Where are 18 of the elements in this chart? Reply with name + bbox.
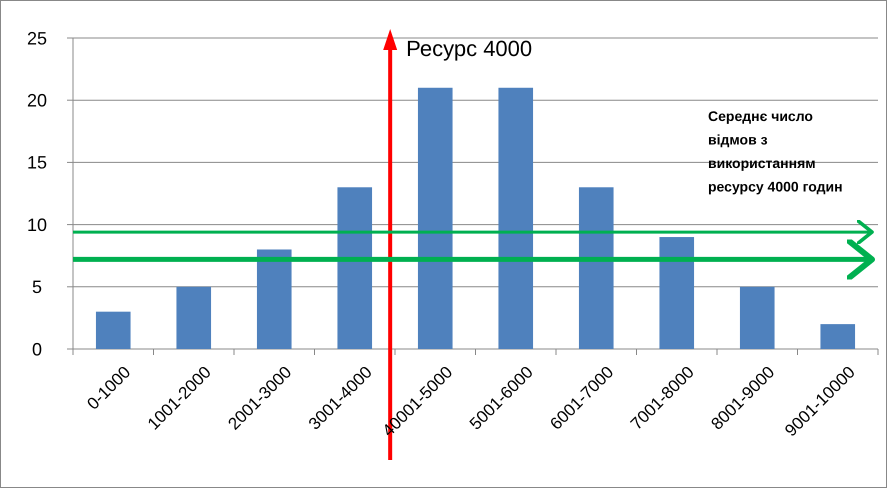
- y-tick-label: 5: [32, 277, 42, 298]
- annotation: Ресурс 4000: [406, 36, 532, 61]
- annotation: Середнє число відмов з використанням ресурсу 4000 годин: [708, 108, 843, 194]
- bar: [176, 286, 212, 349]
- y-tick-label: 25: [26, 28, 48, 48]
- bar: [256, 249, 292, 349]
- bar: [337, 187, 372, 349]
- bar: [578, 187, 614, 349]
- bar: [659, 237, 694, 349]
- bar: [418, 88, 453, 349]
- y-tick-label: 20: [26, 90, 48, 110]
- bar: [820, 324, 856, 349]
- bar: [740, 286, 775, 349]
- y-tick-label: 10: [26, 214, 48, 235]
- bar: [96, 312, 131, 349]
- y-tick-label: 15: [26, 152, 48, 173]
- y-tick-label: 0: [32, 339, 42, 360]
- bar: [498, 88, 534, 349]
